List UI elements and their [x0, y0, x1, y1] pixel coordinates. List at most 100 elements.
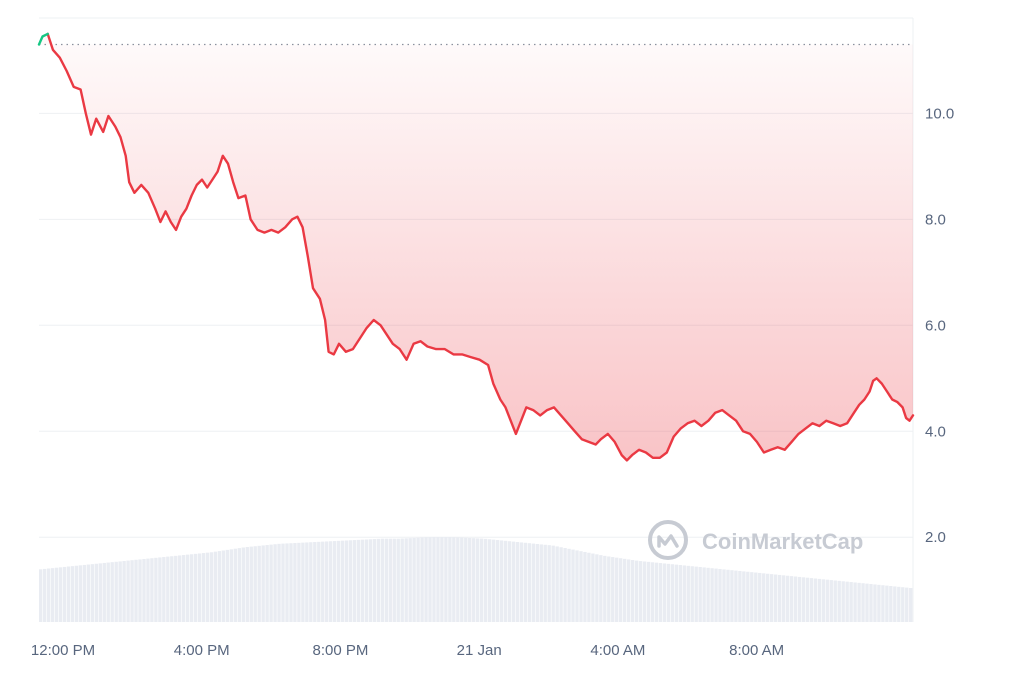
volume-bar	[372, 539, 377, 622]
volume-bar	[444, 537, 448, 622]
volume-bar	[777, 574, 782, 622]
volume-bar	[420, 537, 424, 622]
volume-bar	[340, 540, 345, 622]
volume-bar	[217, 551, 222, 622]
volume-bar	[197, 553, 202, 622]
volume-bar	[344, 540, 349, 622]
volume-bar	[710, 568, 714, 622]
volume-bar	[213, 551, 218, 622]
volume-bar	[126, 560, 130, 622]
x-tick-label: 8:00 AM	[729, 642, 784, 659]
volume-bar	[599, 555, 603, 622]
volume-bar	[626, 559, 631, 622]
y-tick-label: 6.0	[925, 317, 946, 334]
volume-bar	[682, 565, 686, 622]
volume-bar	[106, 562, 110, 622]
volume-bar	[265, 545, 269, 622]
volume-bar	[142, 559, 146, 622]
volume-bar	[511, 541, 516, 622]
volume-bar	[98, 563, 102, 622]
volume-bar	[70, 566, 75, 622]
volume-bar	[428, 537, 432, 622]
volume-bar	[515, 542, 520, 622]
volume-bar	[694, 566, 698, 622]
volume-bar	[193, 553, 198, 622]
volume-bar	[285, 543, 289, 622]
volume-bar	[468, 537, 472, 622]
volume-bar	[479, 538, 484, 622]
volume-bar	[686, 565, 690, 622]
volume-bar	[150, 558, 154, 622]
volume-bar	[793, 576, 798, 622]
volume-bar	[690, 566, 694, 622]
volume-bar	[587, 552, 591, 622]
volume-bar	[750, 572, 754, 622]
volume-bar	[269, 544, 273, 622]
volume-bar	[595, 554, 599, 622]
volume-bar	[523, 542, 528, 622]
volume-bar	[507, 541, 512, 622]
volume-bar	[769, 574, 774, 622]
volume-bar	[182, 555, 186, 622]
volume-bar	[638, 561, 643, 622]
volume-bar	[281, 543, 285, 622]
volume-bar	[62, 566, 67, 622]
volume-bar	[539, 544, 543, 622]
volume-bar	[86, 564, 91, 622]
volume-bar	[726, 569, 730, 622]
volume-bar	[313, 542, 317, 622]
volume-bar	[619, 558, 623, 622]
volume-bar	[400, 538, 404, 622]
volume-bar	[205, 552, 210, 622]
volume-bar	[730, 570, 734, 622]
volume-bar	[881, 585, 885, 622]
volume-bar	[46, 568, 51, 622]
volume-bar	[368, 539, 373, 622]
volume-bar	[901, 587, 905, 622]
volume-bar	[666, 563, 671, 622]
volume-bar	[785, 575, 790, 622]
volume-bar	[309, 542, 313, 622]
volume-bar	[702, 567, 706, 622]
volume-bar	[162, 557, 166, 622]
volume-bar	[352, 540, 357, 622]
volume-bar	[543, 544, 547, 622]
x-tick-label: 12:00 PM	[31, 642, 95, 659]
volume-bar	[221, 550, 226, 622]
volume-bar	[658, 563, 663, 622]
volume-bar	[185, 554, 190, 622]
volume-bar	[440, 537, 444, 622]
volume-bar	[670, 564, 675, 622]
volume-bar	[50, 568, 55, 622]
volume-bar	[615, 557, 619, 622]
volume-bar	[734, 570, 738, 622]
volume-bar	[424, 537, 428, 622]
volume-bar	[94, 563, 98, 622]
volume-bar	[178, 555, 182, 622]
volume-bar	[42, 568, 47, 622]
volume-bar	[817, 578, 822, 622]
volume-bar	[39, 569, 43, 622]
volume-bar	[491, 539, 496, 622]
volume-bar	[241, 547, 245, 622]
volume-bar	[591, 553, 595, 622]
volume-bar	[376, 538, 381, 622]
volume-bar	[829, 580, 833, 622]
volume-bar	[249, 546, 253, 622]
volume-bar	[706, 567, 710, 622]
volume-bar	[82, 564, 87, 622]
volume-bar	[396, 538, 400, 622]
volume-bar	[233, 548, 238, 622]
volume-bar	[54, 567, 59, 622]
watermark: CoinMarketCap	[648, 520, 863, 560]
volume-bar	[535, 543, 539, 622]
volume-bar	[555, 546, 559, 622]
volume-bar	[158, 557, 162, 622]
volume-bar	[495, 540, 500, 622]
volume-bar	[66, 566, 71, 622]
volume-bar	[58, 567, 63, 622]
y-tick-label: 4.0	[925, 423, 946, 440]
volume-bar	[698, 567, 702, 622]
volume-bar	[873, 584, 877, 622]
